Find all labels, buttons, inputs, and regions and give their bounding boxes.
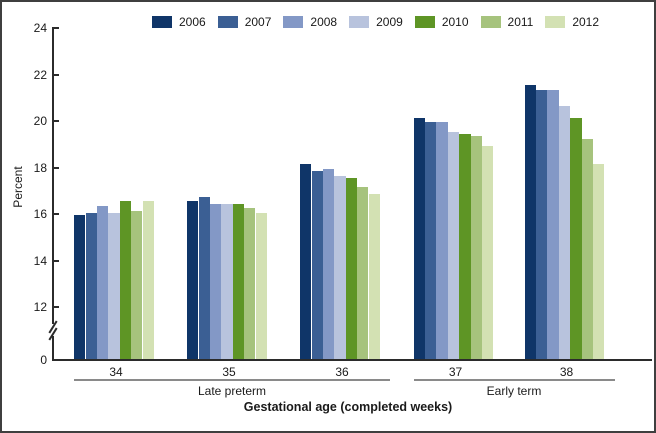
bar-2011-35 xyxy=(244,208,256,359)
legend-item-2011: 2011 xyxy=(480,15,534,29)
bar-2006-35 xyxy=(187,201,199,359)
legend-label: 2012 xyxy=(572,15,600,29)
bar-2007-34 xyxy=(85,213,97,359)
x-tick-label: 38 xyxy=(559,365,574,379)
bar-2008-34 xyxy=(96,206,109,359)
legend-item-2009: 2009 xyxy=(349,15,403,29)
y-tick-label: 0 xyxy=(40,353,47,367)
x-tick-label: 34 xyxy=(109,365,123,379)
legend-label: 2011 xyxy=(507,15,534,29)
bar-2007-35 xyxy=(198,196,210,359)
y-tick xyxy=(52,259,59,262)
category-group-line xyxy=(413,379,615,381)
category-group-label: Early term xyxy=(486,384,542,398)
legend-swatch xyxy=(414,16,435,28)
bar-2011-36 xyxy=(357,187,369,359)
legend-item-2006: 2006 xyxy=(152,15,206,29)
legend-label: 2010 xyxy=(441,15,469,29)
bar-2006-34 xyxy=(74,215,86,359)
bar-2012-36 xyxy=(368,194,380,359)
y-tick xyxy=(52,359,59,361)
legend-item-2007: 2007 xyxy=(217,15,272,29)
legend-label: 2006 xyxy=(179,15,206,29)
legend-swatch xyxy=(545,16,566,28)
bar-2012-37 xyxy=(482,145,494,359)
bar-2010-37 xyxy=(459,133,471,359)
legend-item-2012: 2012 xyxy=(545,15,599,29)
y-tick xyxy=(52,120,59,122)
category-group-line xyxy=(74,379,390,381)
bar-2010-35 xyxy=(232,203,245,359)
bar-2007-36 xyxy=(311,171,323,359)
legend-label: 2009 xyxy=(376,15,403,29)
legend-item-2008: 2008 xyxy=(283,15,337,29)
legend: 2006 2007 2008 2009 2010 2011 2012 xyxy=(152,15,599,29)
bar-2008-38 xyxy=(547,89,559,359)
bar-2010-34 xyxy=(119,201,132,359)
legend-item-2010: 2010 xyxy=(414,15,469,29)
bar-2010-36 xyxy=(345,178,358,359)
bar-2012-34 xyxy=(142,201,154,359)
x-axis-title: Gestational age (completed weeks) xyxy=(243,400,453,414)
bar-2009-35 xyxy=(221,203,233,359)
y-tick xyxy=(52,27,59,29)
y-tick-label: 24 xyxy=(33,21,47,35)
y-tick-label: 22 xyxy=(33,67,47,82)
y-axis-line xyxy=(52,27,54,361)
bar-2010-38 xyxy=(570,117,582,359)
bar-2012-35 xyxy=(255,213,267,359)
legend-swatch xyxy=(349,16,370,28)
y-tick-label: 18 xyxy=(33,160,47,175)
bar-2006-38 xyxy=(524,85,536,359)
y-tick-label: 12 xyxy=(33,300,47,314)
y-tick xyxy=(52,166,59,169)
legend-label: 2008 xyxy=(310,15,338,29)
bar-2012-38 xyxy=(593,164,605,359)
x-tick-label: 37 xyxy=(448,365,463,379)
y-tick-label: 20 xyxy=(33,114,47,128)
bar-2009-36 xyxy=(334,175,346,359)
bar-2011-34 xyxy=(131,210,143,359)
y-tick-label: 16 xyxy=(33,207,47,221)
bar-2009-37 xyxy=(447,131,460,359)
bar-2008-35 xyxy=(209,203,222,359)
bar-2011-38 xyxy=(581,138,593,359)
bar-2008-37 xyxy=(436,122,448,359)
bar-2008-36 xyxy=(322,168,335,359)
legend-swatch xyxy=(480,16,501,28)
bar-2009-34 xyxy=(108,213,120,359)
y-tick xyxy=(52,306,59,308)
bar-2006-37 xyxy=(413,117,425,359)
category-group-label: Late preterm xyxy=(197,384,267,398)
legend-swatch xyxy=(283,16,304,28)
legend-swatch xyxy=(152,16,172,28)
bar-2011-37 xyxy=(470,136,482,359)
bar-2006-36 xyxy=(300,164,312,359)
y-tick xyxy=(52,213,59,215)
x-axis-line xyxy=(52,359,652,361)
x-tick-label: 36 xyxy=(335,365,349,379)
x-tick-label: 35 xyxy=(222,365,236,379)
bar-2007-37 xyxy=(425,122,437,359)
y-tick-label: 14 xyxy=(33,253,47,268)
y-tick xyxy=(52,73,59,76)
legend-swatch xyxy=(217,16,238,28)
bar-2009-38 xyxy=(558,106,571,359)
bar-2007-38 xyxy=(536,89,548,359)
legend-label: 2007 xyxy=(244,15,272,29)
